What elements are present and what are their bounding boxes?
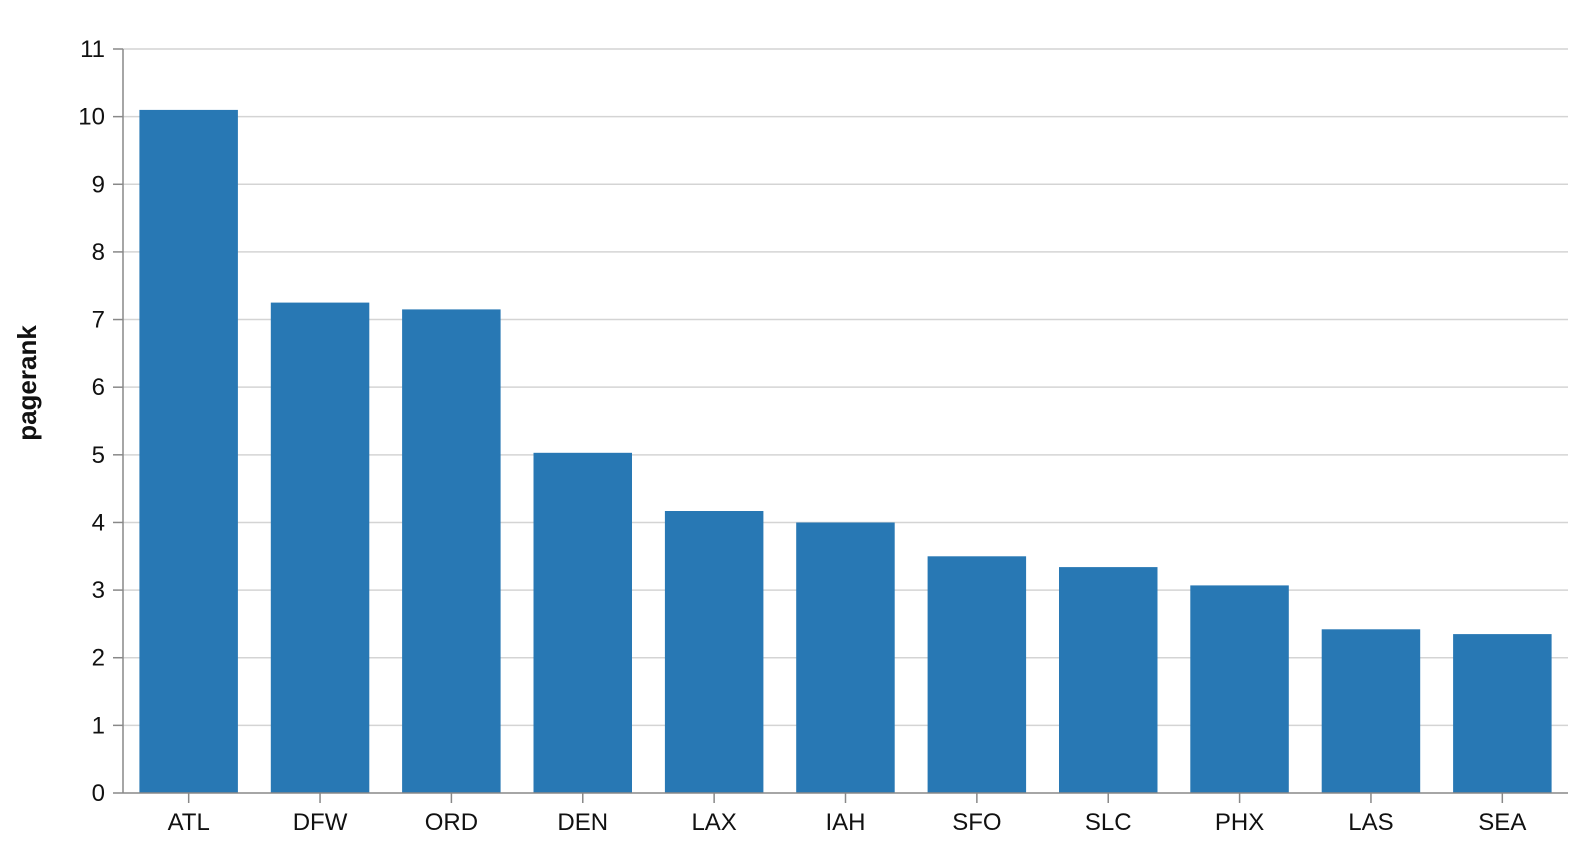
bar-lax — [664, 511, 764, 793]
y-tick-label: 6 — [92, 374, 105, 401]
y-tick-label: 3 — [92, 577, 105, 604]
y-tick-label: 2 — [92, 645, 105, 672]
y-tick-label: 8 — [92, 239, 105, 266]
bar-sea — [1453, 634, 1552, 793]
x-tick-label: SFO — [952, 809, 1001, 836]
y-axis: 0 1 2 3 4 5 6 7 8 9 10 11 — [78, 36, 124, 807]
x-axis: ATL DFW ORD DEN LAX IAH SFO SLC PHX LAS SEA — [123, 792, 1568, 836]
x-tick-label: PHX — [1215, 809, 1264, 836]
x-tick-label: DFW — [293, 809, 348, 836]
bar-phx — [1190, 585, 1289, 793]
y-tick-label: 10 — [78, 104, 105, 131]
y-tick-label: 11 — [80, 36, 105, 63]
y-tick-label: 1 — [92, 712, 105, 739]
bar-den — [533, 452, 632, 793]
x-tick-label: ORD — [425, 809, 478, 836]
x-tick-label: SEA — [1478, 809, 1526, 836]
y-tick-label: 4 — [92, 509, 105, 536]
y-tick-label: 7 — [92, 307, 105, 334]
x-tick-label: DEN — [557, 809, 608, 836]
x-tick-label: LAX — [691, 809, 736, 836]
bar-las — [1321, 629, 1421, 793]
bar-slc — [1059, 567, 1158, 793]
y-axis-title: pagerank — [12, 325, 42, 441]
x-tick-label: ATL — [168, 809, 210, 836]
y-tick-label: 9 — [92, 171, 105, 198]
bar-atl — [139, 109, 238, 793]
bars-group — [139, 109, 1552, 793]
bar-sfo — [927, 556, 1027, 793]
x-tick-label: LAS — [1348, 809, 1393, 836]
bar-ord — [402, 309, 501, 793]
bar-iah — [796, 522, 895, 793]
y-tick-label: 5 — [92, 442, 105, 469]
x-tick-label: IAH — [825, 809, 865, 836]
bar-dfw — [270, 302, 370, 793]
x-tick-label: SLC — [1085, 809, 1132, 836]
y-tick-label: 0 — [92, 780, 105, 807]
